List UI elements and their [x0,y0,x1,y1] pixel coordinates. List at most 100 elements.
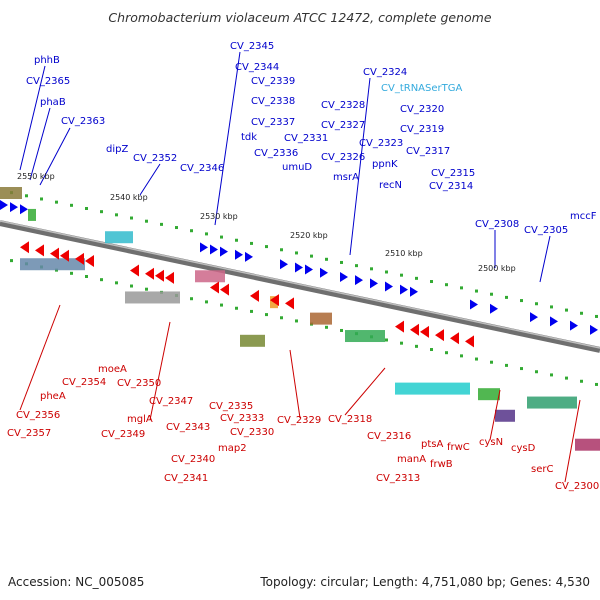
reverse-gene-arrow [50,247,59,260]
gene-label[interactable]: CV_2357 [7,428,51,439]
gene-label[interactable]: CV_2327 [321,120,365,131]
gene-label[interactable]: CV_2335 [209,401,253,412]
scale-dot [70,203,73,207]
forward-gene-arrow [370,278,378,289]
gene-label[interactable]: CV_2331 [284,133,328,144]
label-leader-line [289,349,301,419]
gene-label[interactable]: ptsA [421,439,443,450]
scale-dot [220,235,223,239]
gene-label[interactable]: CV_2316 [367,431,411,442]
gene-label[interactable]: CV_2315 [431,168,475,179]
gene-label[interactable]: CV_2346 [180,163,224,174]
gene-label[interactable]: CV_2343 [166,422,210,433]
gene-label[interactable]: map2 [218,443,247,454]
gene-label[interactable]: CV_2352 [133,153,177,164]
gene-label[interactable]: recN [379,180,402,191]
label-leader-line [19,65,46,171]
gene-label[interactable]: CV_2300 [555,481,599,492]
gene-label[interactable]: CV_2365 [26,76,70,87]
gene-label[interactable]: CV_2305 [524,225,568,236]
scale-dot [385,270,388,274]
gene-label[interactable]: CV_2350 [117,378,161,389]
gene-label[interactable]: CV_2339 [251,76,295,87]
reverse-gene-arrow [85,254,94,267]
scale-dot [100,278,103,282]
gene-label[interactable]: frwC [447,442,470,453]
gene-label[interactable]: tdk [241,132,257,143]
gene-label[interactable]: CV_2323 [359,138,403,149]
gene-label[interactable]: CV_2329 [277,415,321,426]
scale-dot [550,373,553,377]
gene-label[interactable]: cysN [479,437,503,448]
gene-label[interactable]: CV_2320 [400,104,444,115]
gene-label[interactable]: dipZ [106,144,128,155]
reverse-gene-arrow [420,325,429,338]
gene-label[interactable]: CV_2338 [251,96,295,107]
scale-dot [115,213,118,217]
scale-dot [580,311,583,315]
reverse-gene-arrow [220,283,229,296]
scale-dot [100,210,103,214]
gene-label[interactable]: CV_2337 [251,117,295,128]
gene-label[interactable]: CV_2349 [101,429,145,440]
gene-label[interactable]: phhB [34,55,60,66]
scale-dot [475,357,478,361]
scale-dot [340,328,343,332]
gene-label[interactable]: CV_2313 [376,473,420,484]
forward-gene-arrow [490,303,498,314]
gene-label[interactable]: moeA [98,364,127,375]
gene-label[interactable]: CV_2356 [16,410,60,421]
reverse-gene-arrow [155,269,164,282]
gene-label[interactable]: CV_2345 [230,41,274,52]
gene-label[interactable]: CV_2314 [429,181,473,192]
feature-tracks [0,187,600,451]
gene-label[interactable]: cysD [511,443,536,454]
scale-dot [385,338,388,342]
forward-gene-arrow [305,264,313,275]
scale-dot [265,313,268,317]
gene-label[interactable]: CV_2336 [254,148,298,159]
gene-label[interactable]: CV_2340 [171,454,215,465]
scale-dot [535,302,538,306]
reverse-gene-arrow [145,267,154,280]
trna-label[interactable]: CV_tRNASerTGA [381,83,462,94]
gene-label[interactable]: CV_2318 [328,414,372,425]
gene-label[interactable]: CV_2326 [321,152,365,163]
gene-label[interactable]: serC [531,464,553,475]
gene-label[interactable]: frwB [430,459,453,470]
gene-label[interactable]: CV_2354 [62,377,106,388]
label-leader-line [19,304,61,411]
label-leader-line [214,51,241,226]
gene-label[interactable]: CV_2333 [220,413,264,424]
gene-label[interactable]: CV_2308 [475,219,519,230]
gene-label[interactable]: CV_2347 [149,396,193,407]
reverse-gene-arrow [165,271,174,284]
gene-label[interactable]: mccF [570,211,597,222]
feature-block [195,270,225,283]
scale-dot [505,363,508,367]
label-leader-lines [19,51,581,483]
scale-dot [445,351,448,355]
gene-label[interactable]: CV_2363 [61,116,105,127]
gene-label[interactable]: CV_2341 [164,473,208,484]
gene-label[interactable]: pheA [40,391,66,402]
gene-label[interactable]: CV_2344 [235,62,279,73]
scale-tick-label: 2500 kbp [478,264,516,273]
gene-label[interactable]: CV_2317 [406,146,450,157]
gene-label[interactable]: umuD [282,162,312,173]
gene-label[interactable]: CV_2330 [230,427,274,438]
gene-label[interactable]: msrA [333,172,359,183]
gene-label[interactable]: CV_2328 [321,100,365,111]
reverse-gene-arrow [410,323,419,336]
feature-block [125,291,180,304]
gene-label[interactable]: CV_2319 [400,124,444,135]
gene-label[interactable]: manA [397,454,426,465]
scale-dot [325,257,328,261]
gene-label[interactable]: mglA [127,414,153,425]
scale-dot [310,254,313,258]
forward-gene-arrow [400,284,408,295]
gene-label[interactable]: ppnK [372,159,398,170]
gene-label[interactable]: phaB [40,97,66,108]
gene-label[interactable]: CV_2324 [363,67,407,78]
scale-tick-labels: 2550 kbp 2540 kbp 2530 kbp 2520 kbp 2510… [17,172,516,273]
